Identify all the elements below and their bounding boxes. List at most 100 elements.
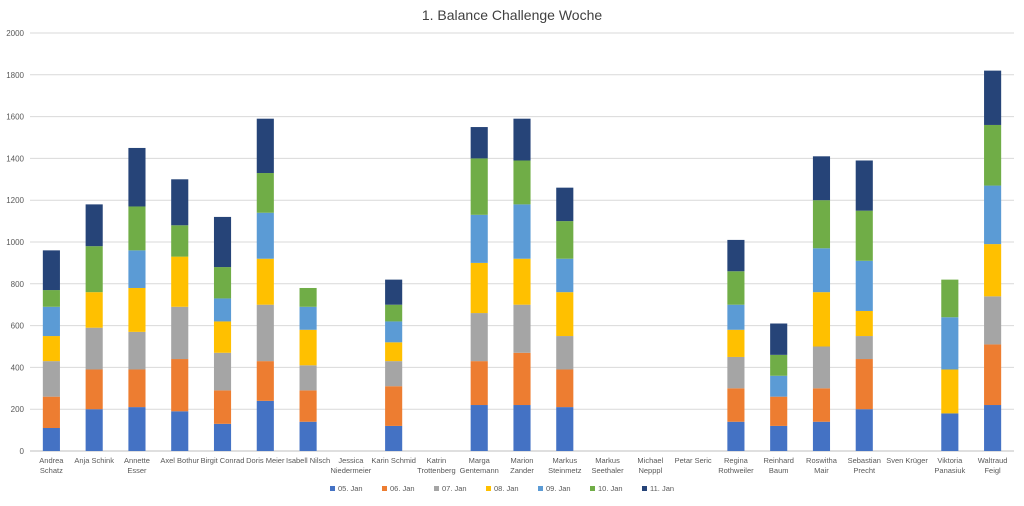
legend-swatch xyxy=(590,486,595,491)
x-tick-label: Esser xyxy=(127,466,147,475)
bar-segment xyxy=(42,428,60,451)
x-tick-label: Doris Meier xyxy=(246,456,285,465)
bar-segment xyxy=(256,212,274,259)
bar-segment xyxy=(941,413,959,451)
x-tick-label: Michael xyxy=(637,456,663,465)
bar-segment xyxy=(513,258,531,305)
bar-stack xyxy=(256,118,274,451)
bar-segment xyxy=(727,421,745,451)
bar-segment xyxy=(513,304,531,353)
bar-segment xyxy=(984,344,1002,406)
bar-segment xyxy=(812,421,831,451)
x-tick-label: Nepppl xyxy=(638,466,662,475)
bar-segment xyxy=(470,262,488,314)
bar-segment xyxy=(256,118,274,174)
bar-segment xyxy=(770,425,788,451)
bar-segment xyxy=(385,304,403,322)
bar-segment xyxy=(213,390,232,424)
bar-segment xyxy=(299,421,317,451)
bar-segment xyxy=(984,124,1002,186)
bar-segment xyxy=(855,336,873,360)
x-tick-label: Anja Schink xyxy=(74,456,114,465)
bar-segment xyxy=(812,200,831,249)
bar-stack xyxy=(171,179,189,451)
x-tick-label: Marion xyxy=(511,456,534,465)
x-tick-label: Sven Krüger xyxy=(886,456,928,465)
bar-segment xyxy=(513,352,531,406)
bar-segment xyxy=(470,313,488,362)
chart-title: 1. Balance Challenge Woche xyxy=(422,7,603,23)
bar-segment xyxy=(85,292,103,328)
legend-swatch xyxy=(486,486,491,491)
bar-segment xyxy=(984,70,1002,125)
bar-segment xyxy=(171,359,189,412)
bar-segment xyxy=(385,361,403,387)
bar-segment xyxy=(812,388,831,422)
bar-segment xyxy=(727,271,745,305)
bar-segment xyxy=(941,317,959,370)
bar-segment xyxy=(385,279,403,305)
bar-segment xyxy=(256,173,274,213)
bar-segment xyxy=(85,327,103,370)
bar-stack xyxy=(213,216,232,451)
bar-segment xyxy=(213,423,232,451)
bar-segment xyxy=(299,365,317,391)
bar-segment xyxy=(385,321,403,343)
x-tick-label: Birgit Conrad xyxy=(201,456,245,465)
bar-stack xyxy=(128,147,146,451)
legend-swatch xyxy=(538,486,543,491)
legend: 05. Jan 06. Jan 07. Jan 08. Jan 09. Jan 10. J… xyxy=(330,484,674,493)
bar-segment xyxy=(128,147,146,207)
bar-segment xyxy=(85,409,103,451)
y-tick-label: 0 xyxy=(20,447,25,456)
bar-segment xyxy=(812,346,831,389)
x-tick-label: Seethaler xyxy=(592,466,625,475)
bar-segment xyxy=(299,329,317,366)
bar-segment xyxy=(727,304,745,330)
bar-stack xyxy=(727,239,745,451)
x-tick-label: Viktoria xyxy=(937,456,963,465)
bar-segment xyxy=(213,267,232,299)
bar-stack xyxy=(770,323,788,451)
bar-segment xyxy=(941,369,959,414)
bar-stack xyxy=(941,279,959,451)
bar-segment xyxy=(256,361,274,401)
y-tick-label: 800 xyxy=(11,280,25,289)
bar-segment xyxy=(855,409,873,451)
x-tick-label: Jessica xyxy=(338,456,364,465)
bar-segment xyxy=(556,258,574,293)
x-tick-label: Panasiuk xyxy=(934,466,965,475)
bar-segment xyxy=(984,244,1002,297)
bar-stack xyxy=(855,160,873,451)
bar-segment xyxy=(812,248,831,293)
x-tick-label: Andrea xyxy=(39,456,64,465)
bar-segment xyxy=(42,290,60,307)
bar-segment xyxy=(385,342,403,362)
bar-segment xyxy=(256,258,274,305)
bar-segment xyxy=(128,407,146,451)
bar-segment xyxy=(42,361,60,397)
legend-label: 09. Jan xyxy=(546,484,571,493)
y-tick-label: 1400 xyxy=(6,154,24,163)
bar-segment xyxy=(128,250,146,288)
x-tick-label: Waltraud xyxy=(978,456,1008,465)
x-tick-label: Isabell Nilsch xyxy=(286,456,330,465)
bar-segment xyxy=(984,296,1002,345)
bar-segment xyxy=(855,260,873,311)
bar-segment xyxy=(299,306,317,330)
legend-label: 10. Jan xyxy=(598,484,623,493)
bar-segment xyxy=(171,225,189,257)
bar-segment xyxy=(513,118,531,161)
bar-segment xyxy=(213,352,232,391)
x-tick-label: Sebastian xyxy=(848,456,881,465)
bar-segment xyxy=(470,405,488,451)
bar-segment xyxy=(770,323,788,355)
bar-stack xyxy=(385,279,403,451)
bar-segment xyxy=(556,407,574,451)
bar-segment xyxy=(470,214,488,263)
legend-label: 08. Jan xyxy=(494,484,519,493)
